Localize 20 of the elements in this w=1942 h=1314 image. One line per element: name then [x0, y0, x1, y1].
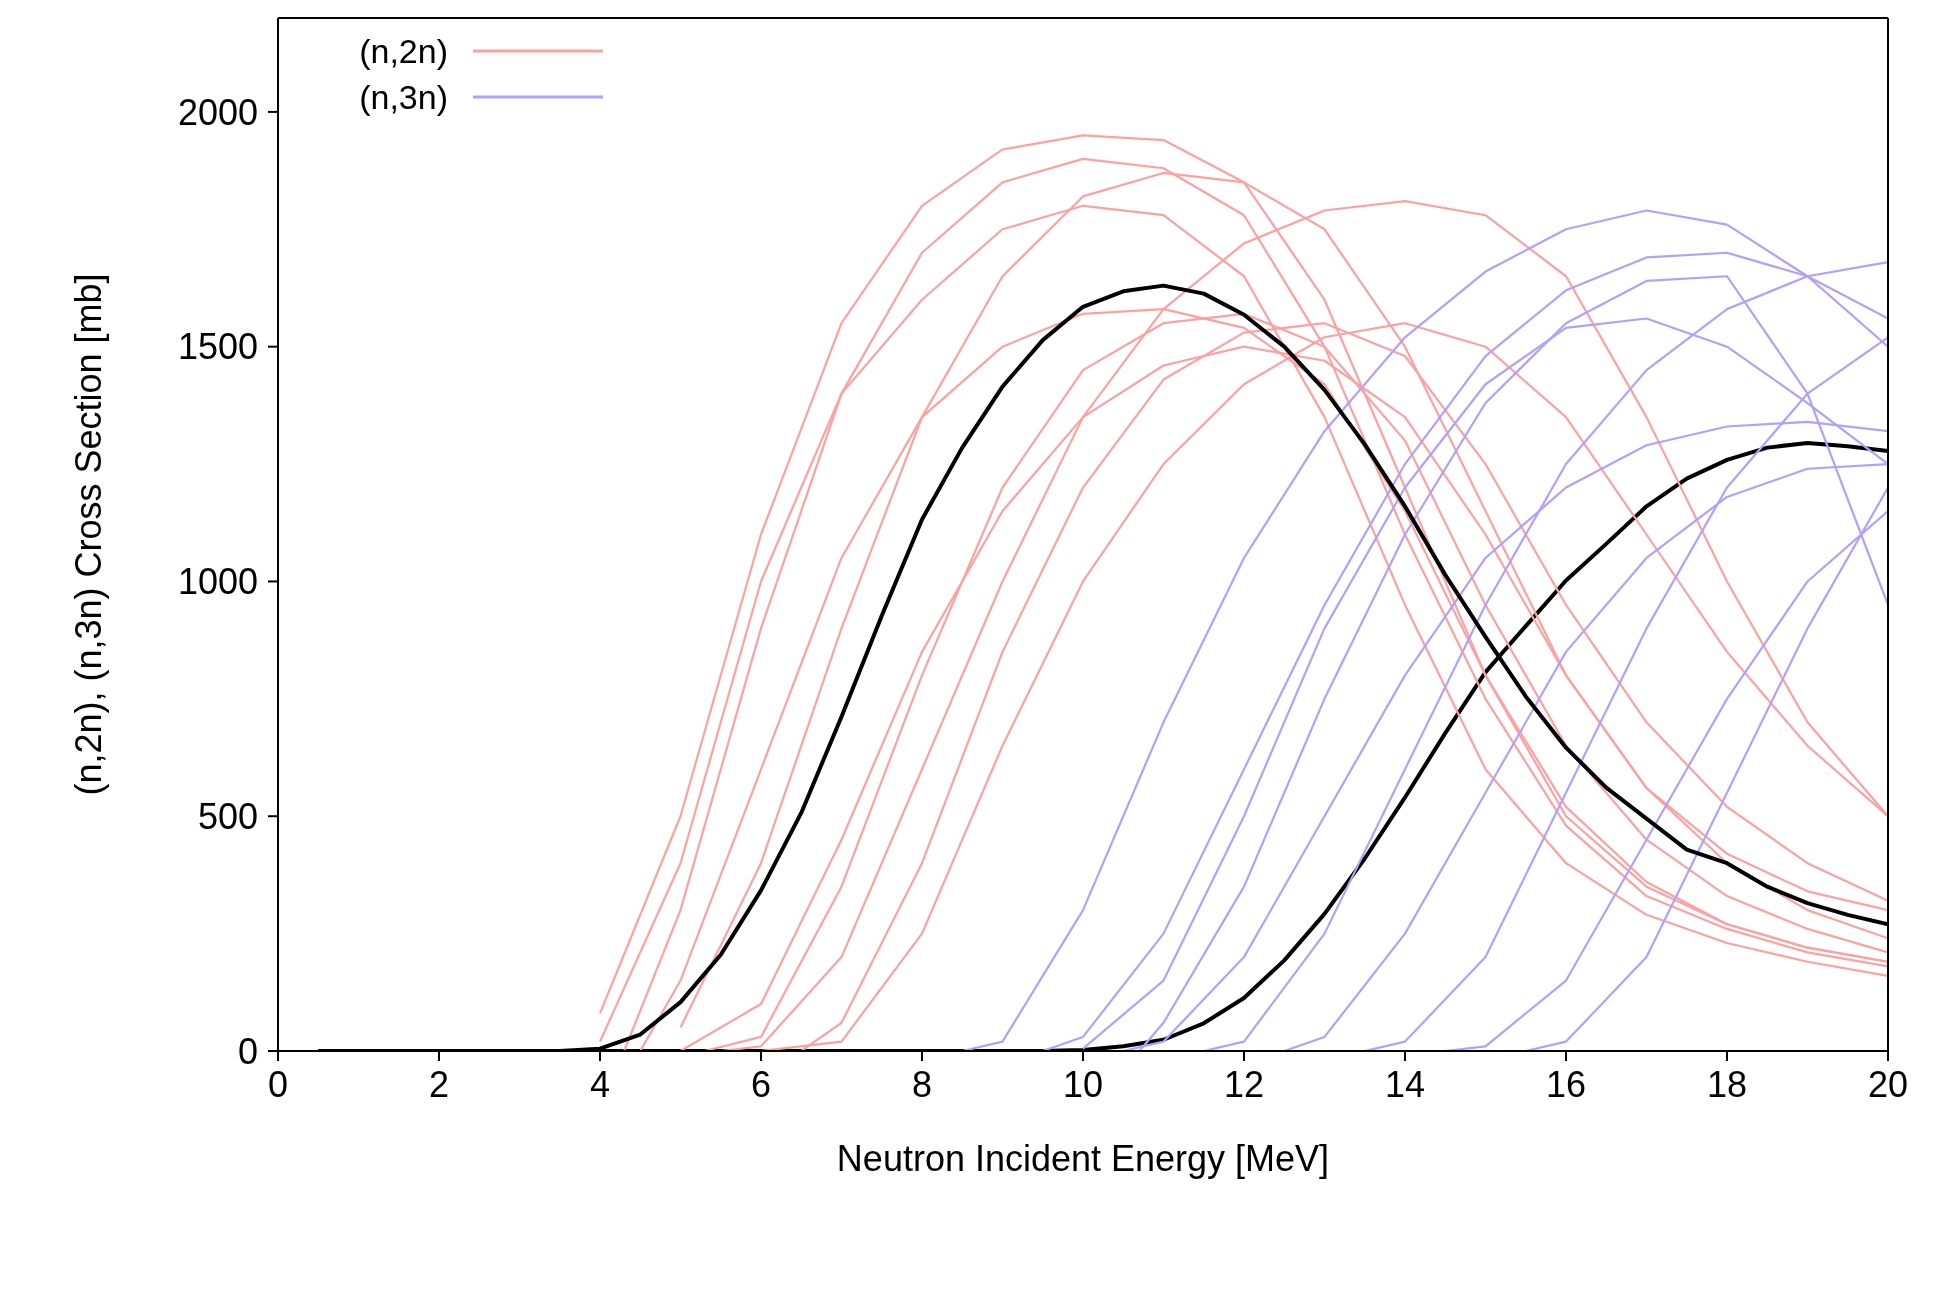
y-tick-label: 1500: [177, 326, 258, 368]
x-tick-label: 0: [267, 1063, 289, 1105]
x-tick-label: 12: [1223, 1063, 1265, 1105]
x-tick-label: 16: [1545, 1063, 1587, 1105]
x-tick-label: 10: [1062, 1063, 1104, 1105]
x-tick-label: 8: [911, 1063, 933, 1105]
x-tick-label: 14: [1384, 1063, 1426, 1105]
x-tick-label: 4: [589, 1063, 611, 1105]
legend-label: (n,3n): [358, 77, 448, 117]
y-tick-label: 0: [237, 1030, 258, 1072]
x-tick-label: 6: [750, 1063, 772, 1105]
legend-label: (n,2n): [358, 31, 448, 71]
x-axis-title: Neutron Incident Energy [MeV]: [836, 1138, 1330, 1179]
y-axis-title: (n,2n), (n,3n) Cross Section [mb]: [67, 273, 109, 796]
y-tick-label: 500: [197, 796, 258, 838]
x-tick-label: 18: [1706, 1063, 1748, 1105]
x-tick-label: 20: [1867, 1063, 1909, 1105]
y-tick-label: 2000: [177, 91, 258, 133]
x-tick-label: 2: [428, 1063, 450, 1105]
y-tick-label: 1000: [177, 561, 258, 603]
